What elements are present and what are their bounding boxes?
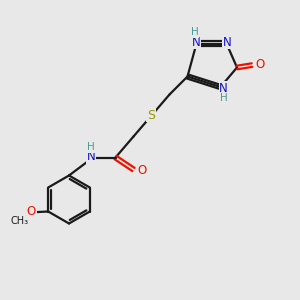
Text: O: O [27,205,36,218]
Text: S: S [147,109,155,122]
Text: N: N [223,36,232,49]
Text: H: H [220,93,227,103]
Text: N: N [191,36,200,49]
Text: H: H [87,142,95,152]
Text: N: N [87,150,96,163]
Text: CH₃: CH₃ [11,216,29,226]
Text: O: O [256,58,265,71]
Text: H: H [191,27,199,37]
Text: O: O [137,164,146,177]
Text: N: N [219,82,228,95]
